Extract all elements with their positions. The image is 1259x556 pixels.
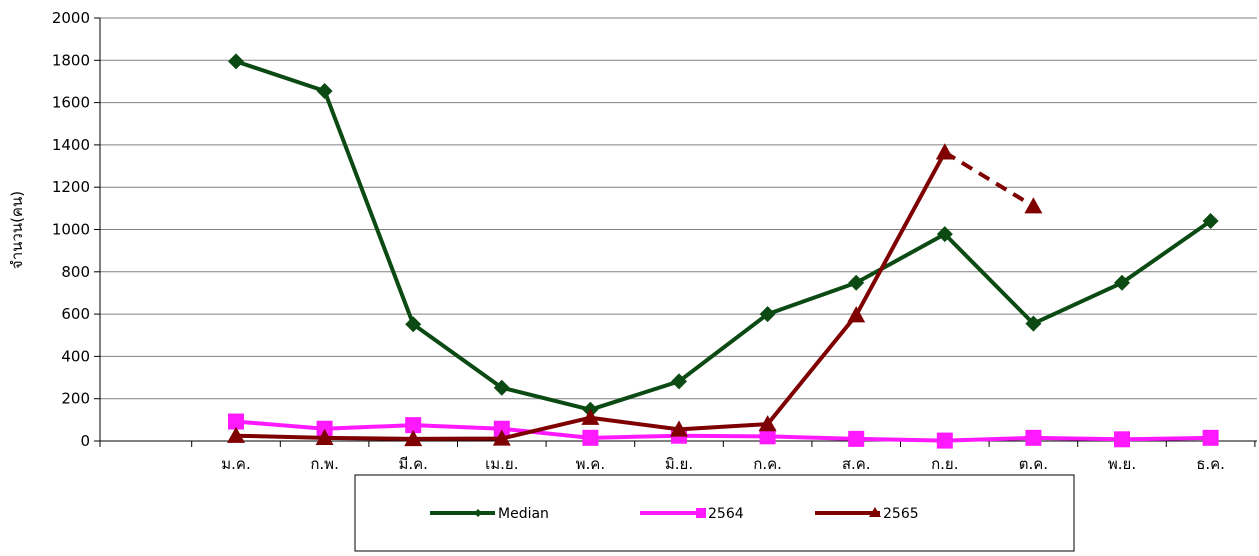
x-tick-label: ก.พ. bbox=[310, 455, 339, 473]
legend-label: 2564 bbox=[708, 506, 744, 522]
data-point bbox=[847, 306, 866, 323]
y-tick-label: 1400 bbox=[52, 136, 90, 154]
x-tick-labels: ม.ค. ก.พ. มี.ค. เม.ย. พ.ค. มิ.ย. ก.ค. ส.ค. ก.ย. ต… bbox=[221, 455, 1225, 473]
x-tick-label: ม.ค. bbox=[221, 455, 250, 473]
data-point bbox=[848, 430, 865, 447]
series-line-dashed-2565 bbox=[943, 150, 1035, 208]
legend-marker bbox=[869, 507, 881, 517]
data-point bbox=[227, 426, 245, 443]
data-point bbox=[315, 428, 334, 446]
y-tick-label: 1600 bbox=[52, 94, 90, 112]
x-tick-label: ต.ค. bbox=[1019, 455, 1048, 473]
series-group bbox=[227, 53, 1219, 449]
data-point bbox=[936, 226, 953, 243]
data-point bbox=[316, 82, 333, 99]
x-tick-label: มิ.ย. bbox=[665, 455, 693, 473]
data-point bbox=[405, 417, 422, 434]
y-tick-label: 400 bbox=[61, 347, 90, 365]
y-tick-label: 1800 bbox=[52, 51, 90, 69]
x-tick-label: พ.ย. bbox=[1108, 455, 1136, 473]
data-point bbox=[493, 379, 510, 396]
y-tick-label: 600 bbox=[61, 305, 90, 323]
x-tick-label: ก.ค. bbox=[753, 455, 782, 473]
data-point bbox=[405, 316, 422, 333]
legend-marker bbox=[696, 508, 706, 518]
legend-label: 2565 bbox=[883, 506, 919, 522]
data-point bbox=[759, 306, 776, 323]
data-point bbox=[582, 429, 599, 446]
data-point bbox=[1202, 213, 1219, 230]
data-point bbox=[1024, 197, 1043, 214]
y-tick-label: 2000 bbox=[52, 9, 90, 27]
series-Median bbox=[228, 53, 1219, 418]
data-point bbox=[848, 274, 865, 291]
data-point bbox=[935, 143, 954, 160]
data-point bbox=[1202, 429, 1219, 446]
grid-lines bbox=[100, 17, 1257, 400]
data-point bbox=[671, 373, 687, 390]
x-tick-label: เม.ย. bbox=[485, 455, 518, 473]
y-tick-labels: 0 200 400 600 800 1000 1200 1400 1600 1800 2000 bbox=[52, 9, 90, 450]
data-point bbox=[1114, 274, 1130, 291]
y-tick-label: 1200 bbox=[52, 178, 90, 196]
data-point bbox=[228, 53, 244, 70]
data-point bbox=[936, 432, 953, 449]
data-point bbox=[670, 420, 688, 437]
y-tick-label: 200 bbox=[61, 390, 90, 408]
data-point bbox=[1025, 429, 1042, 446]
x-tick-label: ก.ย. bbox=[931, 455, 958, 473]
legend-marker bbox=[474, 509, 482, 517]
data-point bbox=[759, 428, 776, 445]
series-line-Median bbox=[235, 59, 1212, 412]
y-axis-label: จำนวน(คน) bbox=[8, 191, 26, 269]
y-tick-label: 0 bbox=[80, 432, 90, 450]
data-point bbox=[228, 413, 244, 430]
x-tick-label: ส.ค. bbox=[842, 455, 871, 473]
data-point bbox=[404, 429, 423, 447]
data-point bbox=[493, 420, 510, 437]
legend-label: Median bbox=[498, 506, 549, 522]
data-point bbox=[1025, 315, 1042, 332]
y-tick-label: 800 bbox=[61, 263, 90, 281]
x-tick-label: ธ.ค. bbox=[1196, 455, 1225, 473]
data-point bbox=[1114, 431, 1130, 448]
y-tick-label: 1000 bbox=[52, 221, 90, 239]
legend: Median 2564 2565 bbox=[354, 474, 1075, 552]
data-point bbox=[492, 429, 511, 446]
data-point bbox=[316, 420, 333, 437]
data-point bbox=[758, 415, 777, 432]
data-point bbox=[581, 408, 600, 425]
x-tick-label: มี.ค. bbox=[398, 455, 427, 473]
series-2565 bbox=[227, 143, 1043, 447]
x-tick-label: พ.ค. bbox=[576, 455, 605, 473]
series-line-2564 bbox=[235, 419, 1211, 443]
